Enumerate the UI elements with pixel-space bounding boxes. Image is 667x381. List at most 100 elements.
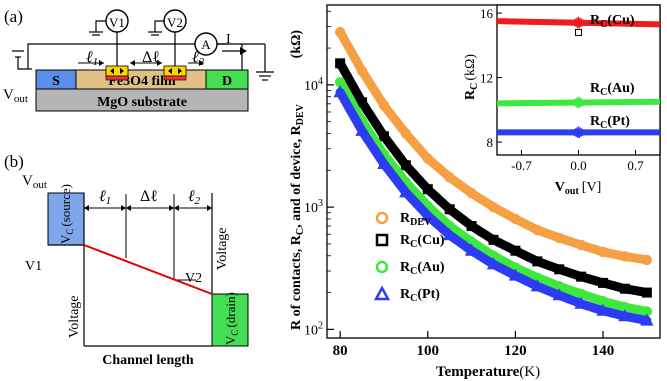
inset-chart: -0.7 0.0 0.7 8 12 16 RC(Cu) RC(Au) RC(Pt) RC(kΩ…	[463, 4, 661, 197]
probe-1-yellow	[105, 65, 129, 77]
l1-label: ℓ1	[86, 49, 98, 68]
inset-label-1: RC(Au)	[590, 81, 635, 98]
series-2	[334, 77, 653, 317]
x-tick-label: 120	[504, 343, 527, 359]
inset-noise	[568, 96, 589, 109]
inset-label-2: RC(Pt)	[590, 114, 630, 131]
inset-series-labels: RC(Cu) RC(Au) RC(Pt)	[590, 13, 635, 131]
data-point	[641, 287, 652, 298]
legend-label-1: RC(Cu)	[400, 233, 445, 250]
vout-label-b: Vout	[22, 173, 47, 191]
main-series	[333, 26, 654, 326]
panel-a: (a) V1 V2	[3, 7, 274, 112]
series-band	[335, 27, 652, 265]
data-point	[619, 283, 630, 294]
data-point	[355, 123, 369, 136]
data-point	[421, 208, 435, 221]
series-band	[335, 87, 652, 326]
panel-b: (b) Vout ℓ1 Δℓ ℓ2 VC(source) VC(drain)	[4, 152, 249, 368]
main-chart: 80 100 120 140 102 103 104 R of contacts, RC, …	[289, 4, 661, 380]
data-point	[640, 313, 654, 326]
main-plot-frame	[326, 4, 661, 339]
data-point	[597, 246, 609, 258]
probe-2-yellow	[163, 65, 187, 77]
source-label: S	[52, 74, 60, 89]
vc-drain-block	[211, 293, 249, 347]
l2-label-b: ℓ2	[188, 188, 201, 207]
inset-y-tick-label: 12	[480, 71, 493, 86]
data-point	[596, 303, 610, 316]
drain-label: D	[222, 74, 232, 89]
legend-label-3: RC(Pt)	[400, 287, 440, 304]
data-point	[400, 160, 411, 171]
data-point	[466, 221, 477, 232]
vc-source-label: VC(source)	[58, 184, 75, 244]
main-ylabel: R of contacts, RC, and of device, RDEV	[289, 103, 306, 330]
y-tick-label: 104	[304, 76, 323, 94]
data-point	[422, 153, 433, 164]
inset-series-1	[496, 96, 661, 109]
x-tick-label: 100	[417, 343, 440, 359]
inset-x-tick-label: -0.7	[511, 158, 532, 173]
inset-ylabel: RC(kΩ)	[463, 54, 480, 100]
inset-series-0	[496, 16, 661, 29]
data-point	[464, 243, 479, 256]
main-ticks: 80 100 120 140 102 103 104	[304, 10, 615, 359]
dl-label-b: Δℓ	[140, 188, 158, 205]
current-arrowhead-icon	[240, 47, 247, 55]
data-point	[575, 239, 587, 251]
inset-x-tick-label: 0.7	[627, 158, 644, 173]
series-band	[335, 77, 652, 316]
series-3	[333, 85, 654, 326]
data-point	[554, 232, 565, 244]
data-point	[488, 234, 499, 245]
inset-series-2	[497, 126, 660, 138]
voltmeter-2-label: V2	[167, 15, 183, 30]
vout-label-a: Vout	[3, 87, 28, 105]
inset-label-0: RC(Cu)	[590, 13, 635, 30]
y-tick-label: 102	[304, 320, 323, 338]
data-point	[619, 251, 631, 262]
data-point	[466, 187, 477, 199]
probe-2-red	[163, 75, 187, 81]
length-arrowheads-icon	[99, 60, 204, 66]
y-tick-label: 103	[304, 198, 323, 216]
source-pad	[35, 69, 77, 90]
substrate-label: MgO substrate	[97, 95, 187, 110]
inset-ticks: -0.7 0.0 0.7 8 12 16	[480, 6, 644, 173]
data-point	[378, 131, 389, 142]
data-point	[641, 254, 653, 266]
x-tick-label: 140	[592, 343, 615, 359]
main-xlabel: Temperature(K)	[436, 364, 540, 380]
legend-marker-1	[375, 233, 389, 247]
inset-series	[496, 16, 661, 138]
legend-marker-3	[373, 285, 391, 301]
data-point	[488, 201, 499, 213]
legend-label-2: RC(Au)	[400, 260, 445, 277]
v1-label-b: V1	[25, 259, 42, 274]
inset-y-tick-label: 8	[487, 135, 494, 150]
voltage-axis-label-left: Voltage	[67, 295, 82, 338]
probe-1-red	[105, 75, 129, 81]
current-label: I	[226, 32, 231, 47]
main-legend: RDEV RC(Cu) RC(Au) RC(Pt)	[373, 211, 445, 304]
inset-xlabel: Vout [V]	[555, 180, 601, 197]
drain-pad	[205, 69, 249, 90]
x-tick-label: 80	[333, 343, 348, 359]
data-point	[532, 224, 543, 236]
data-point	[442, 228, 457, 241]
data-point	[335, 58, 346, 69]
panel-a-label: (a)	[4, 7, 23, 26]
data-point	[554, 264, 565, 275]
panel-b-axes	[48, 193, 213, 347]
data-point	[399, 185, 413, 198]
data-point	[510, 245, 521, 256]
inset-noise	[568, 126, 589, 138]
dimension-arrowheads-icon	[84, 205, 212, 211]
channel-length-label: Channel length	[102, 353, 194, 368]
data-point	[510, 213, 521, 225]
voltage-axis-label-right: Voltage	[215, 227, 230, 270]
ammeter-label: A	[201, 37, 211, 52]
main-yunit: (kΩ)	[289, 30, 304, 59]
